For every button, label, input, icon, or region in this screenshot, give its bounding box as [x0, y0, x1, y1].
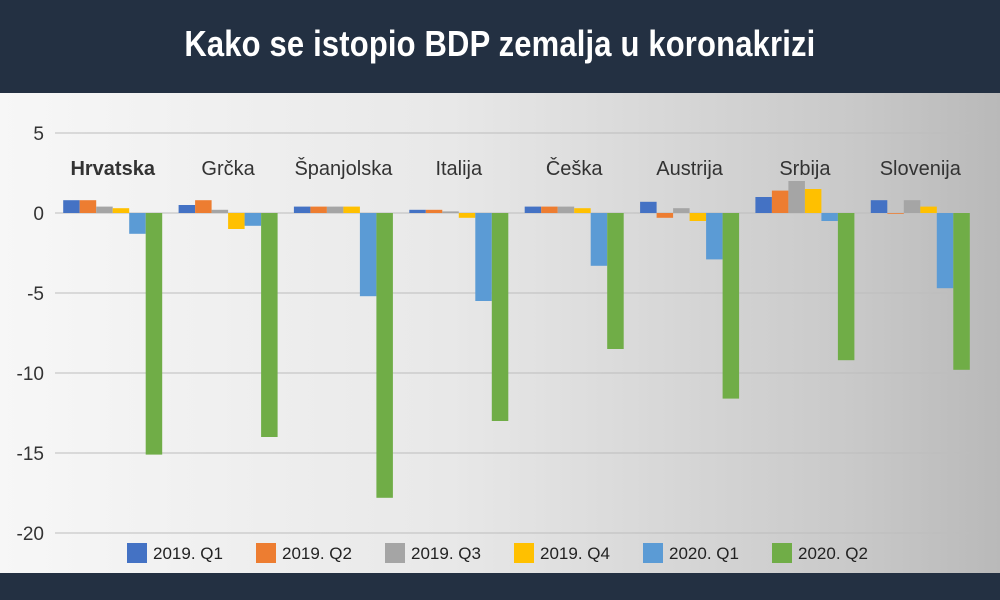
bar	[524, 206, 542, 213]
bar	[475, 213, 492, 301]
page-title: Kako se istopio BDP zemalja u koronakriz…	[184, 23, 816, 64]
bar	[541, 206, 558, 213]
category-label: Hrvatska	[70, 158, 155, 180]
bar	[920, 206, 937, 213]
y-tick-label: -15	[17, 444, 44, 465]
bar	[425, 209, 443, 213]
bar	[96, 206, 113, 213]
category-label: Španjolska	[294, 157, 393, 180]
category-labels: Hrvatska Grčka Španjolska Italija Češka Austr…	[70, 157, 961, 180]
bar	[129, 213, 146, 234]
legend-label: 2019. Q1	[153, 544, 223, 563]
bar	[640, 201, 657, 213]
bar	[673, 208, 690, 213]
y-tick-label: 5	[33, 124, 44, 145]
category-label: Češka	[546, 157, 604, 180]
y-tick-label: -10	[17, 364, 44, 385]
category-label: Austrija	[656, 158, 724, 180]
legend-label: 2019. Q4	[540, 544, 610, 563]
legend-swatch	[385, 543, 405, 563]
bar	[458, 213, 476, 218]
bar	[557, 206, 575, 213]
bar	[112, 208, 130, 213]
legend-swatch	[256, 543, 276, 563]
bar	[261, 213, 278, 437]
bar	[293, 206, 311, 213]
footer-bar	[0, 573, 1000, 600]
bar	[228, 213, 245, 229]
bar	[706, 213, 723, 260]
bar	[343, 206, 360, 213]
bar	[376, 213, 393, 498]
y-tick-label: -5	[27, 284, 44, 305]
bar	[244, 213, 262, 226]
bars	[63, 181, 970, 498]
category-label: Srbija	[779, 158, 831, 180]
bar	[887, 213, 904, 214]
bar	[903, 200, 921, 213]
legend-swatch	[643, 543, 663, 563]
bar	[837, 213, 855, 361]
bar	[574, 208, 591, 213]
bar	[491, 213, 509, 421]
header-bar: Kako se istopio BDP zemalja u koronakriz…	[0, 0, 1000, 88]
bar	[409, 209, 426, 213]
bar	[145, 213, 163, 455]
bar	[63, 200, 80, 213]
bar	[359, 213, 377, 297]
bar	[195, 200, 212, 213]
bar	[656, 213, 674, 218]
legend-label: 2019. Q3	[411, 544, 481, 563]
bar	[310, 206, 327, 213]
bar	[607, 213, 624, 349]
legend-swatch	[514, 543, 534, 563]
category-label: Slovenija	[880, 158, 962, 180]
legend-swatch	[127, 543, 147, 563]
bar	[326, 206, 344, 213]
bar	[79, 200, 97, 213]
bar	[936, 213, 954, 289]
category-label: Italija	[435, 158, 483, 180]
legend-label: 2020. Q1	[669, 544, 739, 563]
bar	[590, 213, 608, 266]
legend-swatch	[772, 543, 792, 563]
bar	[821, 213, 838, 221]
category-label: Grčka	[201, 158, 255, 180]
bar	[689, 213, 707, 221]
bar	[442, 211, 459, 213]
bar	[722, 213, 740, 399]
legend: 2019. Q1 2019. Q2 2019. Q3 2019. Q4 2020. Q1…	[127, 543, 868, 563]
legend-label: 2019. Q2	[282, 544, 352, 563]
y-axis-ticks: 5 0 -5 -10 -15 -20	[17, 124, 44, 545]
y-tick-label: 0	[33, 204, 44, 225]
bar	[804, 189, 822, 213]
bar	[953, 213, 970, 370]
bar	[771, 190, 789, 213]
y-tick-label: -20	[17, 524, 44, 545]
bar	[178, 205, 196, 213]
bar	[870, 200, 888, 213]
bar	[788, 181, 805, 213]
bar	[211, 209, 229, 213]
legend-label: 2020. Q2	[798, 544, 868, 563]
bar	[755, 197, 772, 213]
